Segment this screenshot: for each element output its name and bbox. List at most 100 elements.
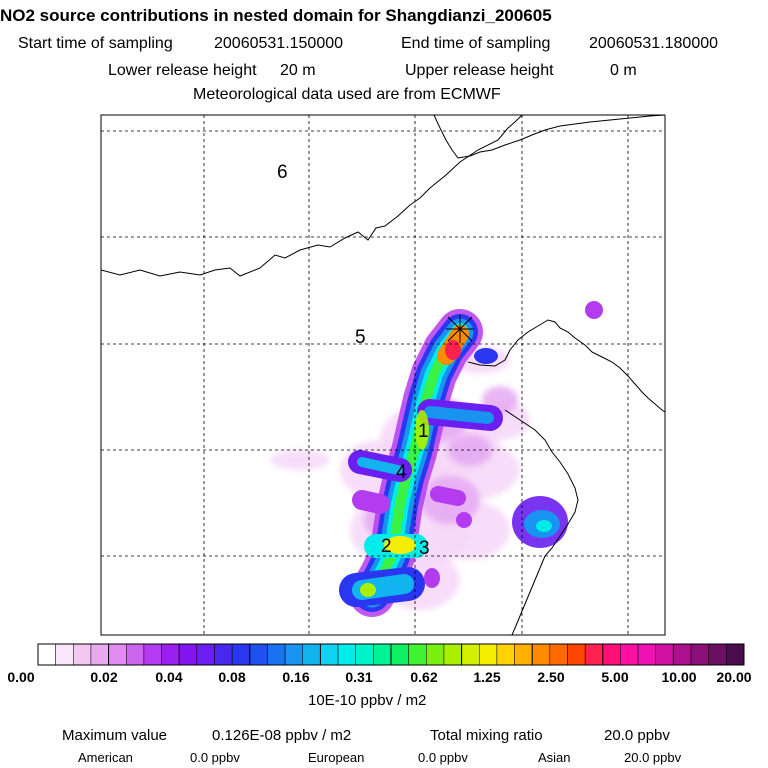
colorbar-cell — [73, 643, 92, 666]
region-label-3: 3 — [419, 538, 430, 559]
colorbar-cell — [161, 643, 180, 666]
colorbar-tick-label: 0.00 — [7, 669, 35, 685]
colorbar-cell — [726, 643, 745, 666]
colorbar-tick-label: 20.00 — [716, 669, 752, 685]
map-frame — [100, 114, 666, 636]
max-value: 0.126E-08 ppbv / m2 — [212, 727, 352, 744]
colorbar-cell — [390, 643, 409, 666]
colorbar-frame — [37, 643, 745, 666]
colorbar-cell — [284, 643, 304, 666]
colorbar-cell — [37, 643, 56, 666]
colorbar-cell — [620, 643, 639, 666]
colorbar-cell — [143, 643, 162, 666]
colorbar-cell — [231, 643, 251, 666]
met-data-text: Meteorological data used are from ECMWF — [193, 86, 501, 103]
asian-label: Asian — [538, 750, 571, 765]
european-value: 0.0 ppbv — [418, 750, 468, 765]
colorbar-tick-label: 0.16 — [282, 669, 310, 685]
american-value: 0.0 ppbv — [190, 750, 240, 765]
colorbar-cell — [690, 643, 709, 666]
start-time-value: 20060531.150000 — [214, 35, 344, 52]
region-label-2: 2 — [381, 536, 392, 557]
plume-lobe-mid — [430, 486, 466, 506]
plume-lobe-west2 — [352, 490, 390, 514]
plume-lobe-east-core — [424, 406, 494, 424]
max-value-label: Maximum value — [62, 727, 168, 744]
upper-height-label: Upper release height — [405, 62, 554, 79]
lower-height-label: Lower release height — [108, 62, 257, 79]
colorbar-cell — [267, 643, 286, 666]
colorbar-cell — [708, 643, 727, 666]
coastline-east — [467, 319, 665, 413]
asian-value: 20.0 ppbv — [624, 750, 682, 765]
colorbar-cell — [196, 643, 215, 666]
coastline-southeast — [504, 409, 579, 635]
european-label: European — [308, 750, 365, 765]
region-label-4: 4 — [396, 462, 407, 483]
plume-dot-b — [424, 568, 440, 588]
colorbar-tick-label: 0.08 — [218, 669, 246, 685]
region-label-5: 5 — [355, 327, 366, 348]
plume-layer — [270, 301, 603, 617]
colorbar-tick-label: 0.62 — [410, 669, 438, 685]
colorbar-cell — [637, 643, 656, 666]
plume-east-patch-center — [536, 520, 552, 532]
colorbar-tick-label: 10.00 — [661, 669, 697, 685]
coastline — [101, 115, 665, 635]
end-time-value: 20060531.180000 — [589, 35, 719, 52]
plume-isolated-patch — [585, 301, 603, 319]
colorbar-cell — [126, 643, 145, 666]
colorbar-cell — [320, 643, 339, 666]
colorbar-tick-label: 0.02 — [90, 669, 118, 685]
plume-light — [448, 434, 492, 466]
colorbar-cell — [531, 643, 551, 666]
colorbar-cell — [214, 643, 233, 666]
colorbar-cell — [408, 643, 427, 666]
lat-lon-grid — [101, 115, 665, 635]
upper-height-value: 0 m — [610, 62, 637, 79]
colorbar-cell — [584, 643, 604, 666]
colorbar-cell — [655, 643, 674, 666]
total-mixing-value: 20.0 ppbv — [604, 727, 670, 744]
chart-title: NO2 source contributions in nested domai… — [0, 6, 552, 25]
end-time-label: End time of sampling — [401, 35, 551, 52]
plume-lobe-north — [474, 348, 498, 364]
colorbar-tick-label: 5.00 — [601, 669, 629, 685]
colorbar-cell — [479, 643, 498, 666]
plume-hot-south-core — [384, 536, 416, 554]
colorbar-tick-label: 2.50 — [537, 669, 565, 685]
plume-dot-a — [456, 512, 472, 528]
region-label-6: 6 — [277, 162, 288, 183]
region-label-1: 1 — [418, 421, 429, 442]
american-label: American — [78, 750, 133, 765]
colorbar-cell — [249, 643, 268, 666]
colorbar-cell — [55, 643, 74, 666]
colorbar-units: 10E-10 ppbv / m2 — [308, 692, 427, 709]
colorbar-cell — [90, 643, 109, 666]
coastline-north — [101, 115, 523, 277]
plume-mid-core — [415, 410, 429, 450]
start-time-label: Start time of sampling — [18, 35, 173, 52]
colorbar-cell — [673, 643, 692, 666]
colorbar-cell — [302, 643, 321, 666]
total-mixing-label: Total mixing ratio — [430, 727, 543, 744]
coastline-northeast — [433, 115, 665, 159]
plume-halo — [270, 450, 330, 470]
colorbar-cell — [108, 643, 127, 666]
colorbar-cell — [567, 643, 586, 666]
colorbar-cell — [355, 643, 374, 666]
colorbar-cell — [426, 643, 445, 666]
colorbar-cell — [461, 643, 480, 666]
colorbar-cell — [337, 643, 356, 666]
lower-height-value: 20 m — [280, 62, 316, 79]
colorbar-cell — [373, 643, 392, 666]
plume-lobe-west-core — [357, 457, 403, 475]
colorbar-tick-label: 0.31 — [345, 669, 373, 685]
plume-hot-base — [360, 583, 376, 597]
colorbar-cell — [443, 643, 462, 666]
colorbar-cell — [514, 643, 533, 666]
receptor-marker — [446, 315, 474, 343]
colorbar-cell — [602, 643, 621, 666]
